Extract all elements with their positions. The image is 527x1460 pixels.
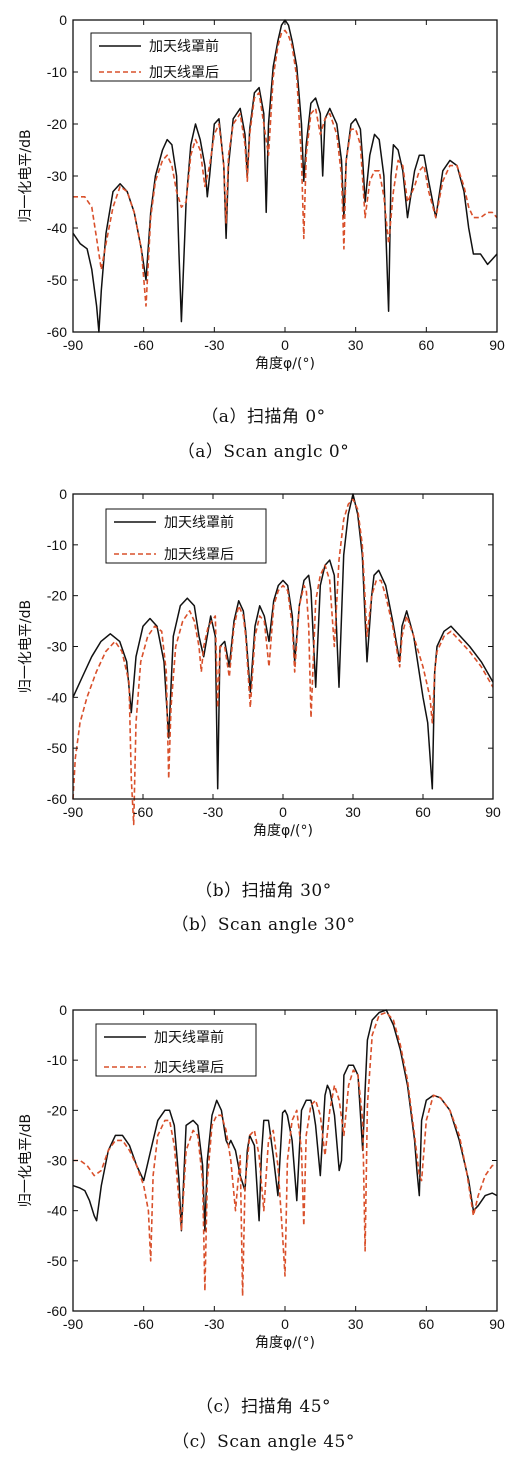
x-axis-label: 角度φ/(°) [255,356,315,372]
x-tick-label: -60 [133,804,153,820]
y-tick-label: -40 [47,689,67,705]
y-axis-label: 归一化电平/dB [17,129,34,222]
x-tick-label: 30 [348,1316,364,1332]
caption-c-en: （c）Scan angle 45° [172,1432,355,1452]
y-tick-label: -50 [47,740,67,756]
x-tick-label: 90 [489,337,505,353]
y-tick-label: 0 [59,12,67,28]
x-tick-label: 60 [419,337,435,353]
series-after-line [72,498,494,826]
y-tick-label: -50 [47,272,67,288]
y-axis-label: 归一化电平/dB [17,1114,34,1207]
y-tick-label: -30 [47,168,67,184]
y-tick-label: -10 [47,1052,67,1068]
legend-label: 加天线罩前 [154,1029,224,1046]
series-before-line [72,19,498,333]
y-tick-label: -30 [47,1153,67,1169]
x-tick-label: -90 [63,804,83,820]
legend-label: 加天线罩后 [164,547,234,563]
x-tick-label: -30 [204,337,224,353]
y-tick-label: -50 [47,1253,67,1269]
x-axis-label: 角度φ/(°) [253,823,313,839]
y-tick-label: -60 [47,791,67,807]
legend-box [90,32,252,82]
y-tick-label: -10 [47,64,67,80]
x-tick-label: 0 [281,1316,289,1332]
y-tick-label: -10 [47,537,67,553]
chart-c: -90 -60 -30 0 30 60 900-10-20-30-40-50-60角度φ/(… [17,1002,505,1351]
y-tick-label: -20 [47,1102,67,1118]
x-tick-label: -30 [203,804,223,820]
y-tick-label: -60 [47,324,67,340]
caption-b-en: （b）Scan angle 30° [171,915,356,935]
x-tick-label: -60 [134,1316,154,1332]
x-tick-label: 90 [485,804,501,820]
legend-label: 加天线罩后 [154,1060,224,1076]
x-tick-label: -90 [63,337,83,353]
x-tick-label: 0 [279,804,287,820]
y-tick-label: -40 [47,1203,67,1219]
y-tick-label: -20 [47,116,67,132]
x-axis-label: 角度φ/(°) [255,1335,315,1351]
chart-b: -90 -60 -30 0 30 60 900-10-20-30-40-50-60角度φ/(… [17,486,501,839]
y-tick-label: -30 [47,639,67,655]
series-after-line [73,1011,497,1297]
x-tick-label: 30 [348,337,364,353]
caption-a-en: （a）Scan anglc 0° [177,442,350,462]
series-after-line [73,29,498,307]
x-tick-label: -90 [63,1316,83,1332]
x-tick-label: 0 [281,337,289,353]
y-tick-label: -60 [47,1303,67,1319]
x-tick-label: 60 [419,1316,435,1332]
caption-b-cn: （b）扫描角 30° [195,881,332,901]
legend-label: 加天线罩前 [164,514,234,531]
y-tick-label: -40 [47,220,67,236]
caption-a-cn: （a）扫描角 0° [201,407,326,427]
x-tick-label: 60 [415,804,431,820]
x-tick-label: -30 [204,1316,224,1332]
x-tick-label: -60 [134,337,154,353]
x-tick-label: 90 [489,1316,505,1332]
y-tick-label: 0 [59,1002,67,1018]
y-tick-label: 0 [59,486,67,502]
x-tick-label: 30 [345,804,361,820]
caption-c-cn: （c）扫描角 45° [195,1397,332,1417]
legend-label: 加天线罩前 [149,38,219,55]
y-axis-label: 归一化电平/dB [17,600,34,693]
legend-label: 加天线罩后 [149,65,219,81]
chart-a: -90 -60 -30 0 30 60 900-10-20-30-40-50-60角度φ/(… [17,12,505,372]
y-tick-label: -20 [47,588,67,604]
